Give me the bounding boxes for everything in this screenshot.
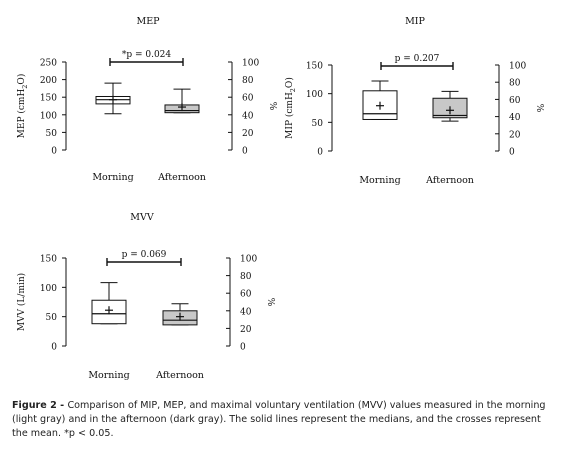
- significance-annotation: p = 0.207: [380, 54, 454, 70]
- chart-title: MVV: [130, 212, 154, 223]
- significance-annotation: p = 0.069: [106, 250, 182, 266]
- category-label: Morning: [359, 175, 400, 186]
- y-tick-label: 100: [306, 90, 323, 100]
- y2-tick-label: 0: [242, 147, 248, 157]
- y2-tick-label: 40: [242, 111, 254, 121]
- chart-title: MEP: [136, 16, 160, 27]
- box-morning: [91, 282, 127, 325]
- category-label: Afternoon: [425, 175, 474, 186]
- chart-panel-mip: MIP 0 50 100 150 MIP (cmH2O) 0 20 40 60 80 100% Morn…: [284, 16, 544, 186]
- y-tick-label: 150: [40, 255, 57, 265]
- category-label: Afternoon: [155, 370, 204, 381]
- y2-tick-label: 20: [240, 325, 252, 335]
- category-label: Morning: [88, 370, 129, 381]
- y-tick-label: 200: [40, 76, 57, 86]
- y-axis-label-main: MIP (cmH: [284, 92, 295, 139]
- chart-panel-mep: MEP 0 50 100 150 200 250 MEP (cmH2O) 0 20 40 60 80 10…: [16, 16, 277, 183]
- y2-tick-label: 60: [240, 290, 252, 300]
- y2-axis-label: %: [265, 298, 275, 307]
- y-tick-label: 150: [40, 94, 57, 104]
- y-tick-label: 0: [51, 343, 57, 353]
- y2-tick-label: 80: [240, 272, 252, 282]
- y2-tick-label: 0: [509, 148, 515, 158]
- y-axis-label-main: MVV (L/min): [16, 273, 27, 331]
- category-label: Morning: [92, 172, 133, 183]
- y2-tick-label: 80: [242, 76, 254, 86]
- y-axis-label: MEP (cmH2O): [16, 74, 29, 139]
- chart-title: MIP: [405, 16, 425, 27]
- y-tick-label: 100: [40, 111, 57, 121]
- y-axis-label-sub: 2: [289, 88, 297, 92]
- y-tick-label: 50: [46, 313, 58, 323]
- y2-tick-label: 0: [240, 343, 246, 353]
- y2-tick-label: 20: [242, 129, 254, 139]
- significance-annotation: *p = 0.024: [109, 50, 184, 66]
- y2-axis-label: %: [534, 104, 544, 113]
- annotation-label: *p = 0.024: [122, 50, 172, 60]
- y-tick-label: 0: [51, 147, 57, 157]
- y2-tick-label: 40: [509, 113, 521, 123]
- y-tick-label: 50: [312, 119, 324, 129]
- caption-text: Comparison of MIP, MEP, and maximal volu…: [12, 400, 546, 439]
- y2-tick-label: 100: [240, 255, 257, 265]
- category-label: Afternoon: [157, 172, 206, 183]
- y2-tick-label: 20: [509, 130, 521, 140]
- y2-tick-label: 80: [509, 79, 521, 89]
- y-axis-label-end: O): [284, 77, 295, 88]
- box-morning: [362, 80, 398, 120]
- box-afternoon: [164, 88, 200, 114]
- box-morning: [95, 82, 131, 115]
- box-afternoon: [432, 90, 468, 122]
- figure-caption: Figure 2 - Comparison of MIP, MEP, and m…: [12, 399, 552, 441]
- y-tick-label: 150: [306, 62, 323, 72]
- chart-panel-mvv: MVV 0 50 100 150 MVV (L/min) 0 20 40 60 80 100% Morn…: [16, 212, 275, 381]
- y-axis-label-end: O): [16, 74, 27, 85]
- y-tick-label: 50: [46, 129, 58, 139]
- y2-tick-label: 60: [242, 94, 254, 104]
- y-axis-label-sub: 2: [21, 85, 29, 89]
- caption-label: Figure 2 -: [12, 400, 68, 411]
- y2-tick-label: 100: [242, 59, 259, 69]
- y-tick-label: 100: [40, 284, 57, 294]
- y2-tick-label: 100: [509, 62, 526, 72]
- box-afternoon: [162, 303, 198, 326]
- y2-axis-label: %: [267, 102, 277, 111]
- annotation-label: p = 0.069: [122, 250, 167, 260]
- y-axis-label: MIP (cmH2O): [284, 77, 297, 139]
- y-axis-label: MVV (L/min): [16, 273, 27, 331]
- annotation-label: p = 0.207: [395, 54, 440, 64]
- y-tick-label: 250: [40, 59, 57, 69]
- y-axis-label-main: MEP (cmH: [16, 89, 27, 139]
- y2-tick-label: 40: [240, 307, 252, 317]
- y2-tick-label: 60: [509, 96, 521, 106]
- y-tick-label: 0: [317, 148, 323, 158]
